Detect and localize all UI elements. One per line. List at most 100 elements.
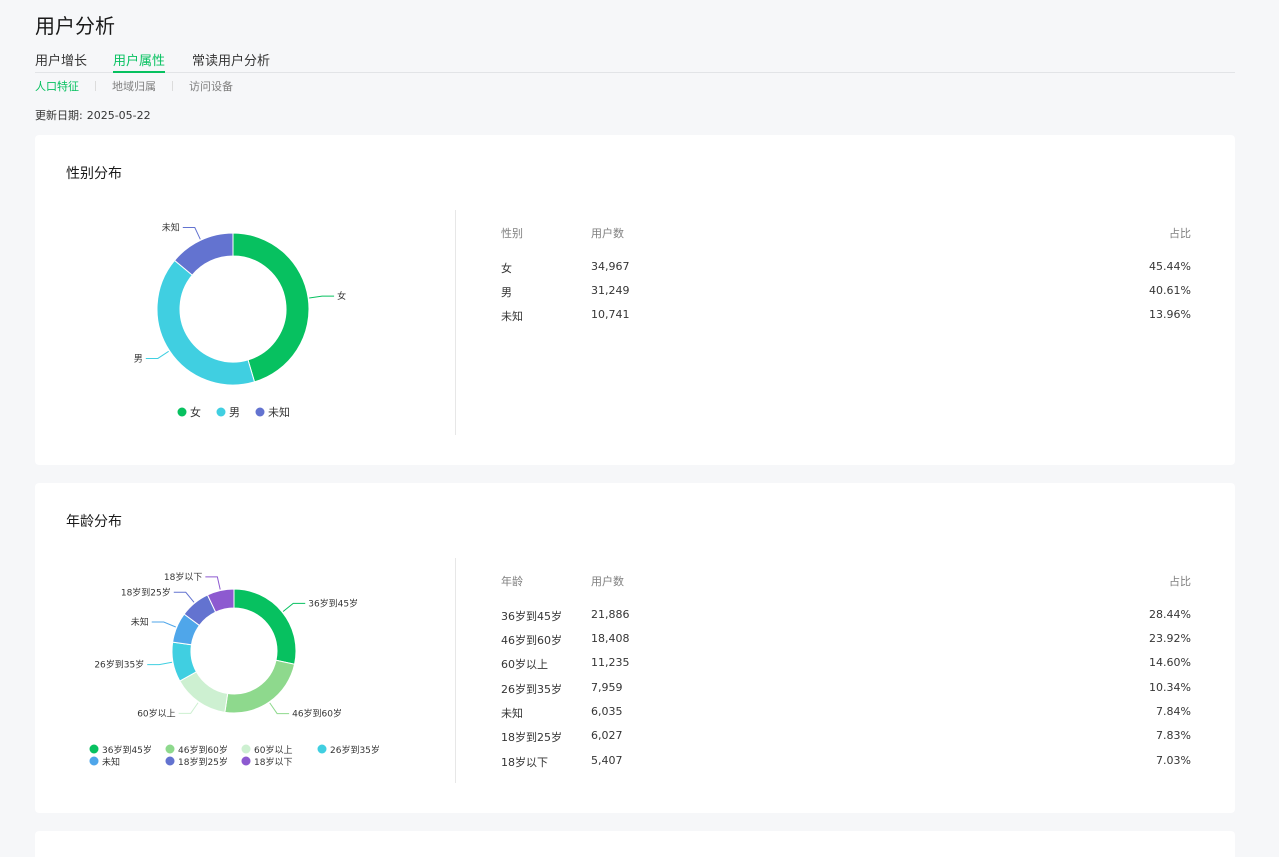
row-label: 男: [501, 286, 512, 299]
legend-label[interactable]: 26岁到35岁: [330, 744, 380, 756]
row-users: 21,886: [591, 608, 630, 621]
donut-leader-line: [178, 702, 199, 714]
donut-leader-line: [147, 661, 173, 666]
table-row: 未知 6,035 7.84%: [501, 705, 1191, 721]
header-ratio: 占比: [1169, 227, 1191, 240]
sub-tabs: 人口特征 地域归属 访问设备: [35, 78, 233, 94]
donut-slice-label: 60岁以上: [137, 707, 175, 719]
donut-slice-2[interactable]: [173, 232, 234, 276]
gender-card-title: 性别分布: [66, 166, 122, 182]
gender-donut-chart: 女男未知女男未知: [134, 222, 346, 419]
donut-slice-1[interactable]: [156, 259, 256, 386]
table-row: 26岁到35岁 7,959 10.34%: [501, 681, 1191, 697]
age-card: 年龄分布 36岁到45岁 46岁到60岁 60岁以上 26岁到35岁 未知 18岁到25岁…: [35, 483, 1235, 813]
donut-leader-line: [205, 576, 221, 590]
table-row: 未知 10,741 13.96%: [501, 308, 1191, 324]
legend-label[interactable]: 46岁到60岁: [178, 744, 228, 756]
legend-marker[interactable]: [317, 744, 327, 754]
donut-leader-line: [173, 591, 195, 603]
legend-label[interactable]: 60岁以上: [254, 744, 292, 756]
table-row: 18岁以下 5,407 7.03%: [501, 754, 1191, 770]
legend-label[interactable]: 18岁以下: [254, 756, 292, 768]
donut-slice-label: 18岁以下: [164, 571, 202, 583]
age-card-title: 年龄分布: [66, 514, 122, 530]
table-row: 36岁到45岁 21,886 28.44%: [501, 608, 1191, 624]
donut-leader-line: [269, 702, 290, 715]
donut-slice-0[interactable]: [233, 588, 297, 665]
tab-user-growth[interactable]: 用户增长: [35, 54, 88, 69]
age-divider: [455, 558, 456, 783]
gender-card: 性别分布 女男未知女男未知 性别 用户数 占比 女 34,967 45.44% …: [35, 135, 1235, 465]
legend-label[interactable]: 18岁到25岁: [178, 756, 228, 768]
tab-frequent-readers[interactable]: 常读用户分析: [192, 54, 271, 69]
subtab-demographics[interactable]: 人口特征: [35, 80, 79, 93]
legend-label[interactable]: 女: [190, 405, 201, 419]
row-label: 60岁以上: [501, 658, 548, 671]
donut-slice-label: 18岁到25岁: [121, 586, 171, 598]
legend-marker[interactable]: [255, 407, 265, 417]
page-title: 用户分析: [35, 14, 115, 38]
gender-divider: [455, 210, 456, 435]
legend-marker[interactable]: [216, 407, 226, 417]
row-ratio: 7.84%: [1156, 705, 1191, 718]
donut-leader-line: [282, 602, 306, 612]
donut-slice-0[interactable]: [232, 232, 310, 383]
update-date-value: 2025-05-22: [86, 109, 151, 122]
donut-slice-label: 女: [337, 290, 346, 302]
row-ratio: 13.96%: [1149, 308, 1191, 321]
legend-label[interactable]: 未知: [102, 756, 120, 768]
row-label: 36岁到45岁: [501, 610, 562, 623]
gender-table-header: 性别 用户数 占比: [501, 225, 1191, 241]
table-row: 60岁以上 11,235 14.60%: [501, 656, 1191, 672]
legend-label[interactable]: 男: [229, 406, 240, 419]
update-date-row: 更新日期: 2025-05-22: [35, 107, 151, 123]
row-users: 34,967: [591, 260, 630, 273]
row-users: 6,027: [591, 729, 623, 742]
donut-leader-line: [309, 295, 335, 299]
donut-slice-label: 未知: [162, 222, 180, 234]
legend-label[interactable]: 36岁到45岁: [102, 744, 152, 756]
tab-user-attributes[interactable]: 用户属性: [113, 50, 166, 73]
legend-marker[interactable]: [89, 756, 99, 766]
header-ratio: 占比: [1169, 575, 1191, 588]
subtab-device[interactable]: 访问设备: [189, 80, 233, 93]
header-users: 用户数: [591, 227, 624, 240]
row-users: 10,741: [591, 308, 630, 321]
donut-slice-label: 36岁到45岁: [308, 597, 358, 609]
row-users: 11,235: [591, 656, 630, 669]
row-label: 18岁以下: [501, 756, 548, 769]
legend-marker[interactable]: [241, 756, 251, 766]
header-gender: 性别: [501, 227, 523, 240]
legend-marker[interactable]: [177, 407, 187, 417]
table-row: 男 31,249 40.61%: [501, 284, 1191, 300]
legend-label[interactable]: 未知: [268, 405, 290, 419]
row-label: 未知: [501, 707, 523, 720]
donut-slice-6[interactable]: [206, 588, 235, 613]
donut-slice-1[interactable]: [224, 659, 296, 714]
row-users: 6,035: [591, 705, 623, 718]
donut-leader-line: [145, 350, 169, 359]
row-users: 7,959: [591, 681, 623, 694]
donut-slice-label: 未知: [131, 616, 149, 628]
subtab-region[interactable]: 地域归属: [112, 80, 156, 93]
update-date-label: 更新日期:: [35, 109, 83, 122]
row-label: 46岁到60岁: [501, 634, 562, 647]
legend-marker[interactable]: [241, 744, 251, 754]
legend-marker[interactable]: [165, 756, 175, 766]
donut-slice-2[interactable]: [179, 671, 229, 713]
table-row: 女 34,967 45.44%: [501, 260, 1191, 276]
legend-marker[interactable]: [89, 744, 99, 754]
row-ratio: 7.83%: [1156, 729, 1191, 742]
row-users: 18,408: [591, 632, 630, 645]
table-row: 46岁到60岁 18,408 23.92%: [501, 632, 1191, 648]
row-users: 31,249: [591, 284, 630, 297]
legend-marker[interactable]: [165, 744, 175, 754]
table-row: 18岁到25岁 6,027 7.83%: [501, 729, 1191, 745]
subtab-divider: [95, 81, 96, 91]
row-label: 18岁到25岁: [501, 731, 562, 744]
row-ratio: 10.34%: [1149, 681, 1191, 694]
row-label: 26岁到35岁: [501, 683, 562, 696]
donut-slice-label: 26岁到35岁: [94, 659, 144, 671]
row-ratio: 7.03%: [1156, 754, 1191, 767]
donut-slice-label: 男: [134, 353, 143, 364]
